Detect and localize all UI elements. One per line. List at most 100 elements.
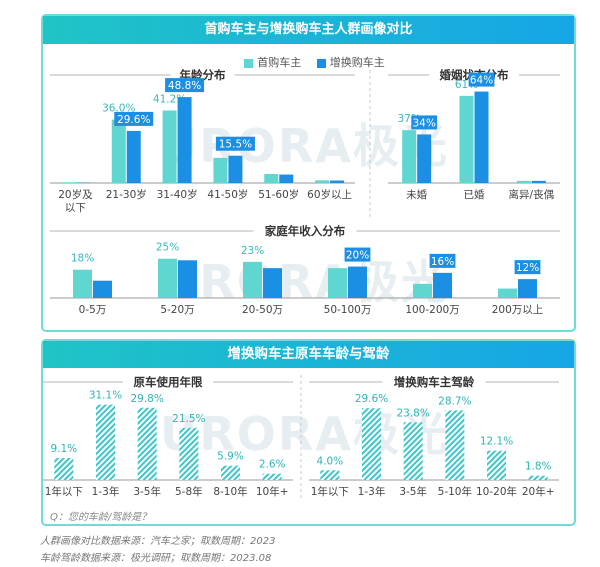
bar-0-first-3 [213,157,228,183]
chart-title-2: 家庭年收入分布 [265,224,346,238]
bar-0-repeat-5 [330,180,345,183]
label-bg-2-4 [429,253,456,268]
tick-label-4-0: 1年以下 [311,485,349,498]
label-bg-1-0 [411,115,438,130]
bar-3-2 [137,407,157,480]
tick-label-4-4: 10-20年 [476,485,517,498]
tick-label-3-4: 8-10年 [213,485,247,498]
data-label-3-0: 9.1% [50,443,77,455]
tick-label-0-1: 21-30岁 [106,188,147,201]
tick-label-4-2: 3-5年 [399,485,427,498]
data-label-2-first-2: 23% [241,245,264,257]
car-age-panel-title: 增换购车主原车车龄与驾龄 [43,341,574,368]
bar-1-repeat-2 [531,180,546,183]
bar-2-repeat-5 [518,279,537,298]
bar-3-1 [96,404,115,480]
tick-label-3-5: 10年+ [256,485,289,498]
car-age-panel: 增换购车主原车车龄与驾龄 [41,339,576,526]
bar-4-1 [362,408,381,480]
bar-2-first-5 [498,288,517,298]
legend-label-repeat: 增换购车主 [329,56,385,69]
tick-label-0-4: 51-60岁 [258,188,299,201]
legend-label-first: 首购车主 [257,56,302,69]
tick-label-4-5: 20年+ [522,485,555,498]
bar-2-repeat-2 [263,268,282,298]
data-label-2-first-0: 18% [71,253,94,265]
tick-label-0-0: 20岁及 [58,188,93,201]
bar-0-first-2 [162,110,177,183]
tick-label-3-3: 5-8年 [175,485,203,498]
tick-label-1-1: 已婚 [464,188,485,201]
bar-3-3 [179,427,199,480]
label-bg-1-1 [468,72,495,87]
data-label-2-first-1: 25% [156,242,179,254]
bar-1-first-2 [516,180,531,183]
watermark-top: URORA极光 [160,119,449,173]
data-label-0-first-1: 36.0% [102,103,135,115]
data-label-4-2: 23.8% [396,407,429,419]
bar-1-repeat-1 [474,91,489,183]
data-label-1-repeat-1: 64% [470,75,493,87]
bar-1-repeat-0 [417,134,432,183]
chart-legend: 首购车主 增换购车主 [43,54,574,70]
bar-2-repeat-3 [348,266,367,298]
bar-0-first-0 [60,182,75,183]
bar-0-repeat-4 [279,174,294,183]
watermark-middle: URORA极光 [160,255,449,309]
bar-3-4 [221,465,240,480]
bar-4-4 [487,450,506,480]
bar-4-2 [403,422,423,480]
bar-0-repeat-3 [228,155,243,183]
label-bg-2-3 [344,247,371,262]
tick-label-1-0: 未婚 [406,188,427,201]
bar-0-repeat-1 [126,130,141,183]
profile-panel-title: 首购车主与增换购车主人群画像对比 [43,16,574,44]
bar-0-first-1 [111,119,126,183]
label-bg-0-1 [114,111,154,126]
tick-label-0-2: 31-40岁 [157,188,198,201]
bar-0-repeat-2 [177,97,192,183]
bar-2-repeat-0 [93,280,112,298]
bar-2-first-4 [413,283,432,298]
bar-0-repeat-0 [75,182,90,183]
data-label-4-1: 29.6% [355,393,388,405]
bar-2-first-1 [158,258,177,298]
data-label-3-3: 21.5% [172,413,205,425]
watermark-bottom: URORA极光 [160,407,449,461]
bar-1-first-1 [459,95,474,183]
footnote-age-source: 车龄驾龄数据来源：极光调研；取数周期：2023.08 [40,553,272,564]
legend-swatch-repeat [316,58,326,68]
data-label-3-1: 31.1% [89,390,122,402]
data-label-3-4: 5.9% [217,451,244,463]
survey-question: Q：您的车龄/驾龄是？ [50,512,152,523]
data-label-4-4: 12.1% [480,436,513,448]
tick-label-1-2: 离异/丧偶 [509,188,555,201]
tick-label-2-5: 200万以上 [492,304,544,316]
tick-label-3-1: 1-3年 [92,485,120,498]
tick-label-2-3: 50-100万 [324,304,372,316]
chart-title-3: 原车使用年限 [134,375,203,389]
bar-4-0 [320,470,340,480]
bar-2-repeat-1 [178,260,197,298]
data-label-2-repeat-3: 20% [346,250,369,262]
label-bg-0-2 [165,78,205,93]
bar-4-3 [445,410,465,480]
tick-label-4-1: 1-3年 [358,485,386,498]
bar-2-first-0 [73,269,92,298]
bar-1-first-0 [402,130,417,183]
tick-label-2-2: 20-50万 [242,304,283,316]
bar-3-0 [54,457,74,480]
data-label-4-5: 1.8% [525,461,552,473]
bar-4-5 [528,475,548,480]
bar-2-first-3 [328,268,347,298]
data-label-3-2: 29.8% [130,393,163,405]
tick-label-2-1: 5-20万 [160,304,194,316]
chart-title-4: 增换购车主驾龄 [394,375,475,389]
data-label-4-0: 4.0% [316,455,343,467]
bar-2-repeat-4 [433,272,452,298]
tick-label-3-0: 1年以下 [45,485,83,498]
bar-0-first-4 [264,174,279,183]
tick-label-2-0: 0-5万 [79,304,107,316]
data-label-0-repeat-2: 48.8% [168,80,201,92]
